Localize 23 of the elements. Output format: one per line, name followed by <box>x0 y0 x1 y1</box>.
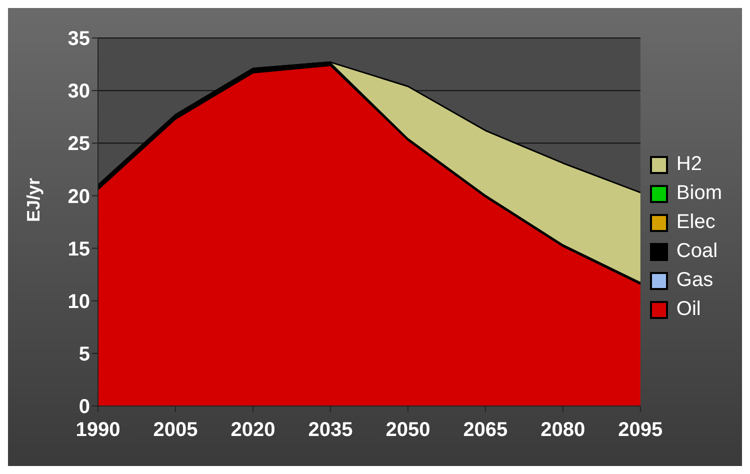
y-tick-label: 0 <box>78 396 90 418</box>
y-tick-label: 10 <box>68 290 90 313</box>
y-tick-label: 30 <box>68 80 90 103</box>
legend-label: H2 <box>676 153 702 176</box>
x-tick-label: 2035 <box>308 419 353 442</box>
x-tick-label: 2065 <box>463 419 508 442</box>
x-tick-label: 2050 <box>386 419 430 442</box>
x-tick-label: 1990 <box>76 419 120 442</box>
legend-label: Elec <box>676 211 716 234</box>
legend-label: Coal <box>676 240 718 263</box>
y-axis-title: EJ/yr <box>23 178 44 222</box>
legend-label: Biom <box>676 182 722 205</box>
y-tick-label: 5 <box>78 344 90 366</box>
x-tick-label: 2095 <box>618 419 663 442</box>
legend-label: Gas <box>676 269 714 292</box>
x-tick-label: 2020 <box>230 419 276 442</box>
y-tick-label: 35 <box>68 28 90 50</box>
x-tick-label: 2005 <box>153 419 198 442</box>
y-tick-label: 25 <box>68 133 90 156</box>
y-tick-label: 15 <box>68 238 90 260</box>
y-tick-label: 20 <box>68 186 90 208</box>
legend-label: Oil <box>676 298 701 321</box>
x-tick-label: 2080 <box>540 419 586 442</box>
